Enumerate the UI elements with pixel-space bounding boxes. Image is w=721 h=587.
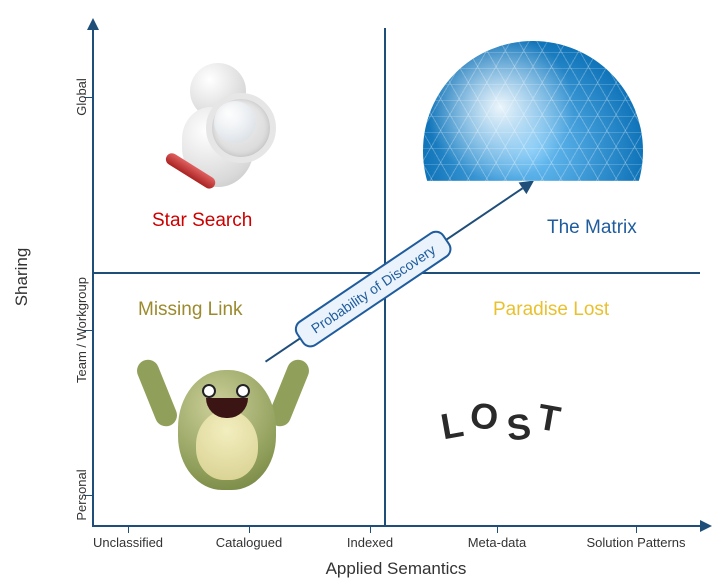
discovery-arrow: Probability of Discovery [265,188,522,361]
matrix-sphere-image [418,41,648,181]
paradise-lost-image: LOST [440,398,568,440]
lost-letter: T [535,396,572,443]
x-tick-label: Solution Patterns [586,535,685,550]
y-axis-title: Sharing [12,247,32,306]
x-tick [370,525,371,533]
x-axis [92,525,700,527]
x-tick-label: Indexed [347,535,393,550]
sphere-grid-icon [423,41,643,181]
x-tick-label: Catalogued [216,535,283,550]
monster-arm-left-icon [134,356,181,429]
quadrant-label-paradise-lost: Paradise Lost [493,299,609,321]
monster-eye-left-icon [202,384,216,398]
x-tick [497,525,498,533]
x-tick [249,525,250,533]
monster-eye-right-icon [236,384,250,398]
y-axis-arrow [87,18,99,30]
quadrant-diagram: Unclassified Catalogued Indexed Meta-data So… [0,0,721,587]
sphere-icon [423,41,643,181]
lost-letter: O [468,394,508,440]
monster-belly-icon [196,410,258,480]
quadrant-label-star-search: Star Search [152,210,252,232]
y-tick-label: Personal [74,469,89,520]
missing-link-image [140,340,315,515]
quadrant-label-missing-link: Missing Link [138,299,243,321]
x-tick-label: Meta-data [468,535,527,550]
x-tick [128,525,129,533]
star-search-image [148,55,288,205]
y-tick-label: Team / Workgroup [74,277,89,383]
x-tick [636,525,637,533]
magnifier-glass-icon [214,101,256,143]
x-tick-label: Unclassified [93,535,163,550]
discovery-arrow-label: Probability of Discovery [291,227,456,352]
x-axis-arrow [700,520,712,532]
y-axis [92,28,94,525]
y-tick-label: Global [74,78,89,116]
quadrant-label-the-matrix: The Matrix [547,217,637,239]
x-axis-title: Applied Semantics [326,559,467,579]
